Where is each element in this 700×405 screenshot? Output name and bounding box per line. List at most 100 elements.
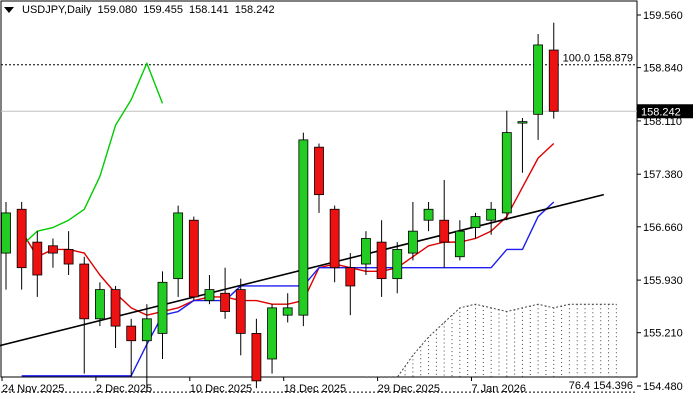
candle-body — [501, 132, 512, 214]
fib-label: 76.4 154.396 — [569, 380, 633, 392]
candle — [470, 212, 481, 239]
candle-body — [235, 289, 246, 334]
candle-body — [1, 212, 11, 254]
price-axis: 159.560 158.840 158.110 157.380 156.660 155.9… — [637, 10, 683, 393]
candle-body — [204, 289, 215, 301]
current-price-label: 158.242 — [641, 106, 681, 118]
candle-body — [63, 249, 74, 265]
candle-body — [345, 267, 356, 287]
candle — [204, 274, 215, 305]
candle — [63, 231, 74, 275]
candle-body — [376, 241, 387, 280]
candle — [32, 231, 43, 297]
fib-label: 100.0 158.879 — [563, 53, 633, 65]
candle-body — [298, 139, 309, 316]
candle-body — [314, 146, 324, 196]
candle — [1, 201, 11, 290]
candle-body — [329, 208, 340, 269]
candle — [376, 220, 387, 297]
candle — [235, 278, 246, 356]
candle — [329, 205, 340, 283]
cloud-edge — [365, 303, 617, 378]
candle — [423, 201, 434, 232]
candle-body — [32, 241, 43, 276]
fib-levels: 100.0 158.879 76.4 154.396 — [1, 53, 637, 393]
candle — [141, 304, 152, 392]
indicator-line — [21, 201, 555, 377]
candle-body — [251, 333, 262, 382]
candle — [407, 201, 418, 261]
y-tick-label: 159.560 — [643, 10, 683, 22]
candle-body — [517, 121, 528, 124]
candle — [454, 220, 465, 261]
current-price-tag: 158.242 — [637, 104, 693, 119]
candle — [157, 271, 168, 359]
symbol-label: USDJPY,Daily — [22, 4, 92, 16]
candle — [110, 285, 121, 349]
candle-body — [126, 325, 137, 342]
candle — [16, 201, 27, 290]
candle-body — [110, 289, 121, 327]
x-tick-label: 2 Dec 2025 — [96, 383, 152, 395]
candle-body — [486, 208, 497, 221]
collapse-triangle-icon[interactable] — [4, 7, 14, 13]
candle — [220, 267, 231, 319]
candle — [267, 304, 277, 374]
candles — [1, 22, 559, 392]
x-tick-label: 29 Dec 2025 — [378, 383, 440, 395]
x-tick-label: 18 Dec 2025 — [284, 383, 346, 395]
candle — [517, 117, 528, 173]
low-value: 158.141 — [189, 4, 229, 16]
candle-body — [188, 219, 199, 298]
candle-body — [173, 212, 184, 280]
y-tick-label: 158.840 — [643, 63, 683, 75]
close-value: 158.242 — [234, 4, 275, 16]
candle-body — [548, 49, 559, 112]
y-tick-label: 155.930 — [643, 275, 683, 287]
y-tick-label: 158.110 — [643, 116, 682, 128]
candle-body — [48, 245, 58, 254]
candle — [486, 201, 497, 235]
candle-body — [392, 249, 403, 280]
y-tick-label: 154.480 — [643, 381, 683, 393]
candle — [79, 256, 90, 374]
candle-body — [16, 208, 27, 269]
candle — [533, 33, 543, 140]
candle-body — [407, 230, 418, 254]
candle-body — [157, 281, 168, 334]
trend-line — [0, 193, 605, 347]
candle-body — [220, 292, 231, 312]
candle — [439, 180, 450, 268]
x-tick-label: 7 Jan 2026 — [472, 383, 526, 395]
y-tick-label: 155.210 — [643, 328, 683, 340]
candle — [188, 216, 199, 301]
candle — [251, 318, 262, 389]
candle — [361, 231, 371, 275]
candle-body — [423, 208, 434, 221]
candle — [95, 282, 105, 327]
candle — [345, 253, 356, 316]
candle-body — [141, 318, 152, 342]
candle-body — [470, 216, 481, 228]
candle — [48, 238, 58, 268]
indicator-line — [21, 62, 164, 247]
candle-body — [454, 230, 465, 258]
candle-body — [79, 263, 90, 320]
candle-body — [361, 238, 371, 265]
candle-body — [533, 44, 543, 115]
candle-body — [439, 219, 450, 243]
candle-body — [282, 307, 293, 316]
candle — [548, 22, 559, 119]
candle — [314, 143, 324, 213]
candle — [173, 205, 184, 297]
x-tick-label: 24 Nov 2025 — [2, 383, 64, 395]
high-value: 159.455 — [143, 4, 184, 16]
open-value: 159.080 — [97, 4, 138, 16]
x-tick-label: 10 Dec 2025 — [190, 383, 252, 395]
candle — [126, 318, 137, 378]
candle — [501, 110, 512, 221]
ichimoku-cloud — [365, 303, 617, 378]
candle-body — [267, 307, 277, 360]
